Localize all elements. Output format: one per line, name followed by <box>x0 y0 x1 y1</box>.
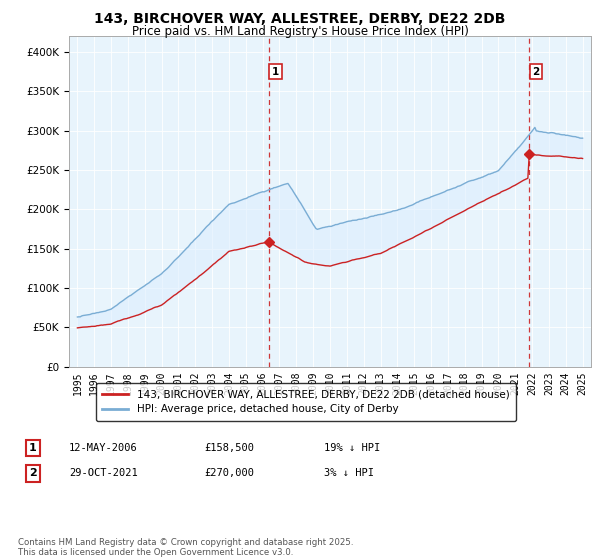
Text: 19% ↓ HPI: 19% ↓ HPI <box>324 443 380 453</box>
Text: £158,500: £158,500 <box>204 443 254 453</box>
Text: Contains HM Land Registry data © Crown copyright and database right 2025.
This d: Contains HM Land Registry data © Crown c… <box>18 538 353 557</box>
Legend: 143, BIRCHOVER WAY, ALLESTREE, DERBY, DE22 2DB (detached house), HPI: Average pr: 143, BIRCHOVER WAY, ALLESTREE, DERBY, DE… <box>96 383 516 421</box>
Text: 143, BIRCHOVER WAY, ALLESTREE, DERBY, DE22 2DB: 143, BIRCHOVER WAY, ALLESTREE, DERBY, DE… <box>94 12 506 26</box>
Text: Price paid vs. HM Land Registry's House Price Index (HPI): Price paid vs. HM Land Registry's House … <box>131 25 469 38</box>
Text: 2: 2 <box>29 468 37 478</box>
Text: 12-MAY-2006: 12-MAY-2006 <box>69 443 138 453</box>
Text: £270,000: £270,000 <box>204 468 254 478</box>
Text: 1: 1 <box>29 443 37 453</box>
Text: 29-OCT-2021: 29-OCT-2021 <box>69 468 138 478</box>
Text: 3% ↓ HPI: 3% ↓ HPI <box>324 468 374 478</box>
Text: 1: 1 <box>272 67 280 77</box>
Text: 2: 2 <box>533 67 540 77</box>
